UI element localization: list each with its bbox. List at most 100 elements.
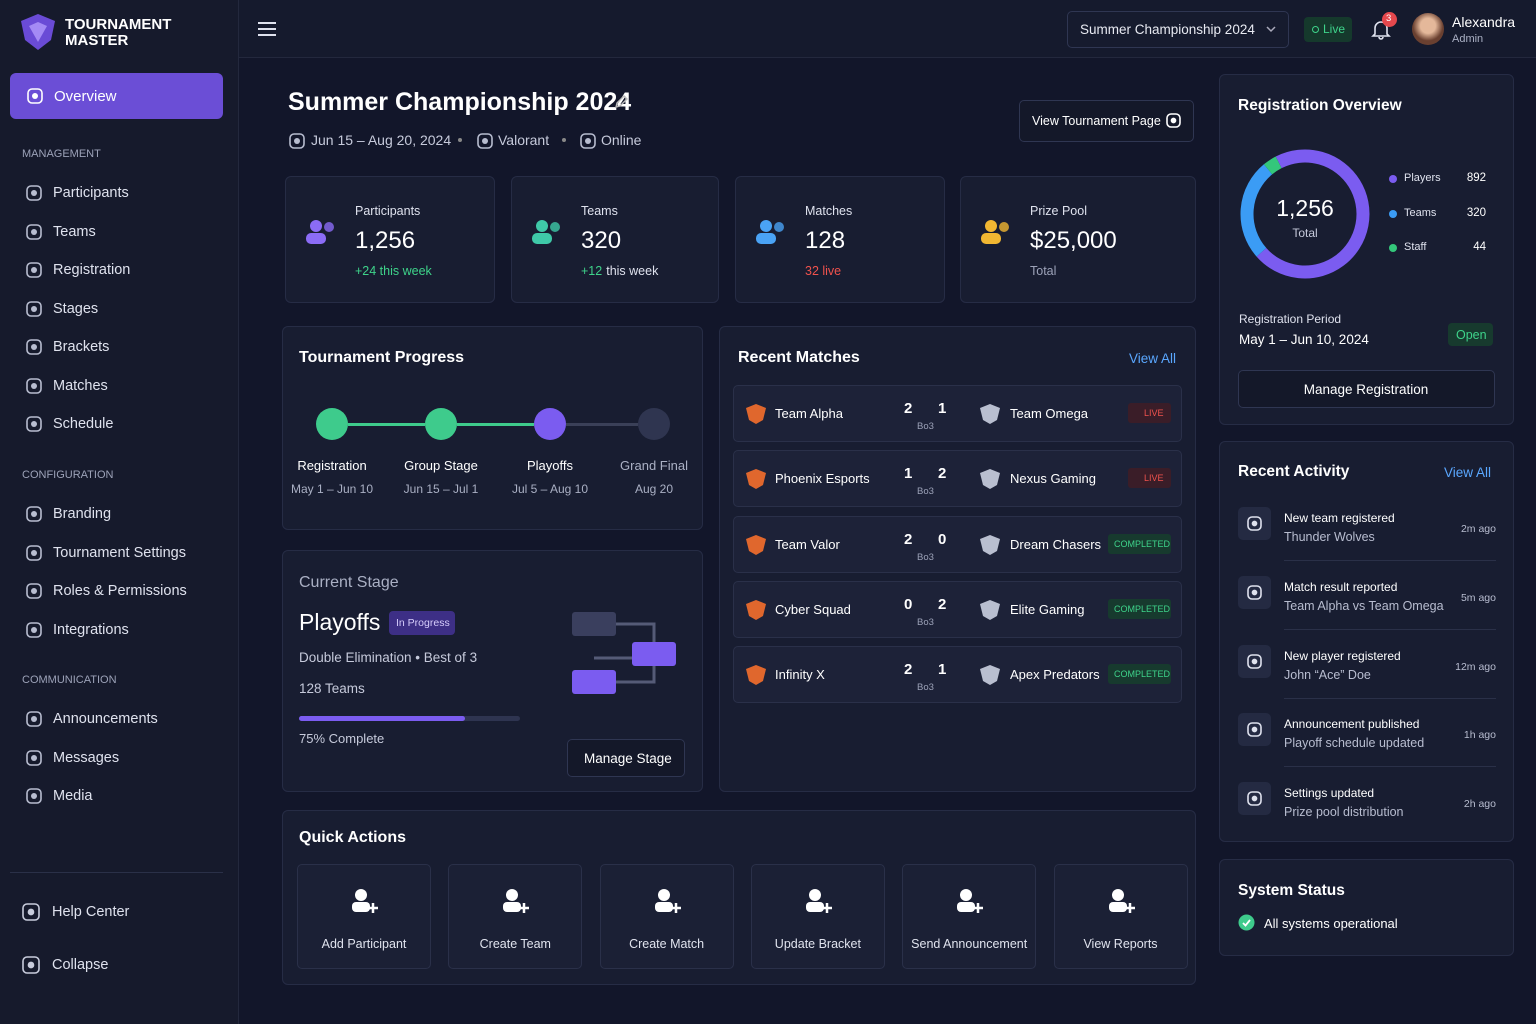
nav-item[interactable]: Announcements (53, 711, 158, 727)
match-format: Bo3 (917, 421, 934, 432)
action-tile[interactable] (1053, 864, 1188, 969)
stat-value: $25,000 (1030, 227, 1117, 254)
match-format: Bo3 (917, 682, 934, 694)
nav-active[interactable] (10, 73, 223, 119)
status-text: COMPLETED (1114, 603, 1171, 614)
legend-name: Players (1404, 172, 1441, 184)
dot (562, 138, 566, 142)
step-dates: Jun 15 – Jul 1 (403, 482, 479, 496)
button-text[interactable]: Manage Registration (1303, 382, 1429, 397)
button-text[interactable]: View Tournament Page (1032, 114, 1161, 128)
button[interactable] (1238, 370, 1495, 408)
stat-label: Prize Pool (1030, 204, 1087, 218)
card-title: Tournament Progress (299, 349, 465, 366)
live-text: Live (1323, 22, 1346, 36)
button[interactable] (1019, 100, 1194, 142)
progress-bar (299, 716, 465, 721)
nav-item[interactable]: Help Center (52, 904, 130, 920)
nav-item[interactable]: Participants (53, 185, 129, 201)
icon (1247, 791, 1262, 806)
nav-item[interactable]: Integrations (53, 621, 129, 638)
team-logo (980, 469, 1000, 490)
stat-sub: Total (1030, 264, 1057, 278)
icon (26, 339, 42, 355)
nav-item[interactable]: Registration (53, 262, 131, 278)
action-label[interactable]: Create Match (629, 937, 705, 951)
icon (26, 377, 42, 394)
nav-item[interactable]: Overview (54, 88, 117, 105)
button-text[interactable]: Manage Stage (584, 751, 672, 766)
user-role: Admin (1452, 33, 1484, 45)
team-logo (746, 404, 766, 424)
icon (477, 133, 493, 149)
button[interactable] (567, 739, 685, 777)
connector (348, 423, 425, 426)
score: 0 (904, 595, 913, 613)
connector (457, 423, 534, 426)
step-dates: Aug 20 (634, 482, 674, 496)
link[interactable]: View All (1444, 465, 1492, 480)
icon (26, 788, 42, 804)
select-text[interactable]: Summer Championship 2024 (1080, 22, 1255, 37)
nav-item[interactable]: Schedule (53, 416, 114, 432)
step-circle (638, 408, 670, 440)
action-label[interactable]: Add Participant (321, 937, 407, 951)
nav-item[interactable]: Stages (53, 300, 99, 317)
stat-icon (756, 220, 784, 244)
nav-item[interactable]: Roles & Permissions (53, 583, 187, 599)
step-name: Playoffs (526, 458, 574, 473)
action-tile[interactable] (599, 864, 734, 969)
page-title: Summer Championship 2024 (288, 88, 632, 116)
activity-detail: John “Ace” Doe (1284, 667, 1371, 682)
legend-value: 44 (1473, 241, 1486, 253)
meta: Jun 15 – Aug 20, 2024 (311, 132, 452, 148)
user-name: Alexandra (1452, 14, 1516, 30)
action-tile[interactable] (902, 864, 1037, 969)
icon (26, 300, 42, 317)
brand-line: TOURNAMENT (65, 16, 172, 33)
card (1219, 74, 1514, 425)
stage-teams: 128 Teams (299, 681, 365, 696)
stat-sub: this week (606, 264, 659, 278)
score: 2 (904, 661, 913, 679)
stat-label: Matches (805, 204, 853, 218)
action-label[interactable]: View Reports (1083, 937, 1158, 951)
link[interactable]: View All (1129, 351, 1177, 366)
chevron (1266, 26, 1276, 33)
match-format: Bo3 (917, 486, 934, 498)
activity-title: Settings updated (1284, 786, 1375, 801)
nav-item[interactable]: Branding (53, 506, 112, 522)
nav-item[interactable]: Messages (53, 749, 120, 766)
icon (1247, 584, 1262, 600)
action-tile[interactable] (448, 864, 583, 969)
activity-time: 2h ago (1463, 798, 1496, 811)
nav-item[interactable]: Teams (53, 223, 96, 240)
stat-value: 320 (581, 227, 622, 254)
action-tile[interactable] (750, 864, 885, 969)
nav-item[interactable]: Matches (53, 377, 108, 394)
live-dot (1312, 26, 1319, 33)
nav-item[interactable]: Collapse (52, 957, 109, 973)
nav-item[interactable]: Media (53, 788, 93, 804)
tournament-select[interactable] (1067, 11, 1289, 48)
status-badge (1128, 403, 1171, 423)
bracket-graphic (572, 612, 676, 694)
icon (22, 956, 40, 974)
action-label[interactable]: Send Announcement (911, 937, 1028, 951)
icon (26, 416, 42, 432)
team-name: Infinity X (775, 667, 825, 683)
status-text: COMPLETED (1114, 669, 1171, 680)
nav-item[interactable]: Tournament Settings (53, 544, 186, 561)
action-icon (654, 889, 681, 913)
stat-value: 1,256 (355, 227, 416, 254)
match-row (733, 580, 1182, 638)
stage-name: Playoffs (299, 609, 381, 635)
icon (1247, 653, 1262, 669)
action-label[interactable]: Update Bracket (774, 937, 861, 951)
match-row (733, 646, 1182, 704)
nav-item[interactable]: Brackets (53, 339, 110, 355)
action-label[interactable]: Create Team (479, 937, 551, 951)
activity-time: 12m ago (1455, 660, 1496, 673)
action-tile[interactable] (297, 864, 431, 969)
icon (26, 583, 42, 599)
